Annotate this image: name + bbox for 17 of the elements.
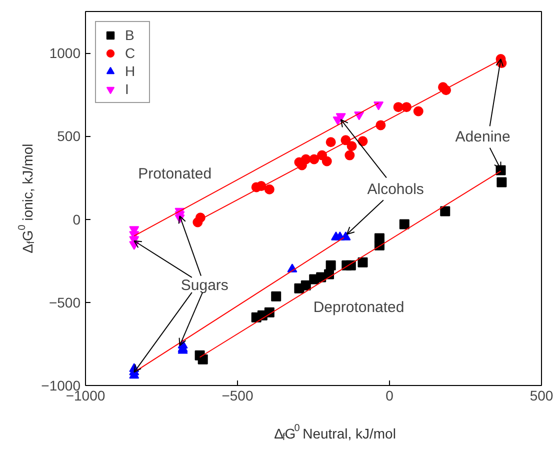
annotation: Deprotonated	[313, 298, 404, 316]
legend-label: B	[125, 26, 136, 44]
annotation: Adenine	[455, 128, 510, 146]
x-tick-label: −500	[222, 388, 254, 404]
legend-label: I	[125, 80, 130, 98]
legend-label: H	[125, 62, 136, 80]
y-tick-label: 0	[72, 211, 81, 228]
y-tick-label: 1000	[49, 45, 81, 62]
y-tick-label: −500	[48, 294, 81, 310]
y-tick-label: 500	[57, 128, 81, 144]
annotation: Protonated	[138, 166, 212, 183]
y-axis-title: ΔfG0 ionic, kJ/mol	[17, 144, 37, 254]
annotation: Sugars	[180, 276, 228, 294]
annotation: Alcohols	[367, 180, 424, 198]
x-tick-label: 500	[530, 388, 554, 404]
x-tick-label: 0	[386, 388, 394, 404]
legend-label: C	[125, 44, 136, 62]
